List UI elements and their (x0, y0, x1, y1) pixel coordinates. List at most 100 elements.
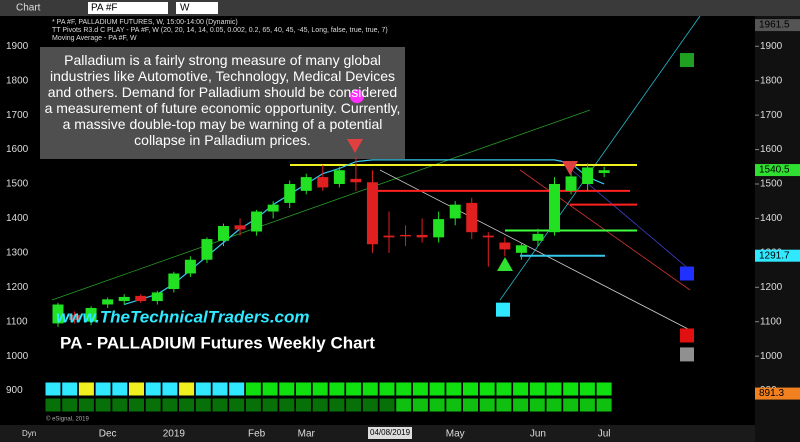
y-tick-label: 1300 (6, 247, 29, 258)
target-square (680, 266, 694, 281)
trend-line (499, 15, 701, 301)
trend-line (51, 109, 591, 301)
indicator-block (211, 381, 229, 397)
y-tick-label: 1500 (760, 179, 783, 190)
x-tick-label: May (446, 429, 465, 440)
candle-body (234, 225, 246, 230)
signal-triangle (562, 161, 578, 175)
indicator-bar (328, 397, 346, 413)
price-label: 1540.5 (759, 165, 790, 176)
indicator-block (44, 381, 62, 397)
interval-box[interactable] (176, 2, 218, 14)
candle-body (549, 183, 560, 233)
candle-body (333, 170, 345, 184)
candle-body (350, 178, 362, 183)
candle-body (532, 233, 544, 241)
symbol[interactable]: PA #F (91, 3, 118, 14)
y-tick-label: 1600 (6, 144, 29, 155)
indicator-bar (395, 397, 413, 413)
y-tick-label: 1500 (6, 179, 29, 190)
indicator-bar (378, 397, 396, 413)
indicator-bar (194, 397, 212, 413)
indicator-bar (228, 397, 246, 413)
indicator-bar (295, 397, 312, 413)
candle-body (251, 211, 263, 232)
indicator-bar (61, 397, 79, 413)
candle-body (433, 219, 445, 238)
chart-title: PA - PALLADIUM Futures Weekly Chart (60, 333, 375, 352)
indicator-block (244, 381, 262, 397)
candle-body (300, 177, 312, 191)
symbol-box[interactable] (88, 2, 168, 14)
candle-body (499, 242, 511, 250)
y-tick-label: 1900 (760, 41, 783, 52)
y-tick-label: 1700 (760, 110, 783, 121)
indicator-block (128, 381, 145, 397)
candle-body (598, 170, 610, 173)
x-tick-label: Jul (598, 429, 611, 440)
y-tick-label: 1100 (6, 316, 28, 327)
indicator-block (94, 381, 112, 397)
indicator-bar (77, 397, 95, 413)
candle-body (168, 273, 180, 289)
candle-body (416, 234, 428, 238)
price-label: 1961.5 (759, 20, 790, 31)
y-tick-label: 1200 (6, 282, 29, 293)
candle-body (317, 177, 329, 188)
indicator-bar (562, 397, 580, 413)
header-line: TT Pivots R3.d C PLAY - PA #F, W (20, 20… (52, 27, 388, 34)
header-line: Moving Average - PA #F, W (52, 35, 137, 42)
candle-body (449, 204, 461, 219)
price-label-box (755, 387, 800, 400)
price-label: 1291.7 (759, 250, 790, 261)
target-square (680, 53, 694, 68)
indicator-bar (462, 397, 479, 413)
x-tick-label: Feb (248, 429, 266, 440)
candle-body (366, 182, 378, 245)
target-circle (350, 89, 364, 104)
candle-body (515, 245, 527, 253)
indicator-block (328, 381, 346, 397)
indicator-block (361, 381, 379, 397)
x-tick-label: Dec (99, 429, 117, 440)
indicator-bar (528, 397, 546, 413)
candle-body (218, 225, 229, 241)
indicator-bar (244, 397, 262, 413)
indicator-bar (94, 397, 112, 413)
indicator-block (428, 381, 446, 397)
signal-triangle (497, 257, 513, 271)
indicator-bar (211, 397, 229, 413)
indicator-block (194, 381, 212, 397)
indicator-bar (345, 397, 363, 413)
target-square (680, 347, 694, 362)
indicator-block (545, 381, 563, 397)
indicator-block (228, 381, 246, 397)
indicator-block (562, 381, 580, 397)
indicator-block (528, 381, 546, 397)
indicator-bar (128, 397, 145, 413)
y-tick-label: 1100 (760, 316, 782, 327)
indicator-bar (495, 397, 513, 413)
candle-body (201, 239, 213, 260)
candle-body (69, 314, 81, 320)
interval[interactable]: W (180, 3, 190, 14)
candle-body (466, 202, 478, 233)
y-tick-label: 1400 (6, 213, 29, 224)
indicator-block (478, 381, 496, 397)
indicator-block (578, 381, 596, 397)
candle-body (135, 295, 147, 302)
indicator-block (311, 381, 329, 397)
indicator-bar (278, 397, 296, 413)
candle-body (184, 259, 196, 274)
candle-body (151, 292, 163, 302)
y-tick-label: 1900 (6, 41, 29, 52)
indicator-block (144, 381, 162, 397)
y-tick-label: 1800 (6, 75, 29, 86)
x-tick-label: 2019 (163, 429, 186, 440)
candle-body (267, 204, 279, 212)
indicator-block (378, 381, 396, 397)
indicator-block (512, 381, 530, 397)
indicator-bar (178, 397, 196, 413)
indicator-block (161, 381, 179, 397)
